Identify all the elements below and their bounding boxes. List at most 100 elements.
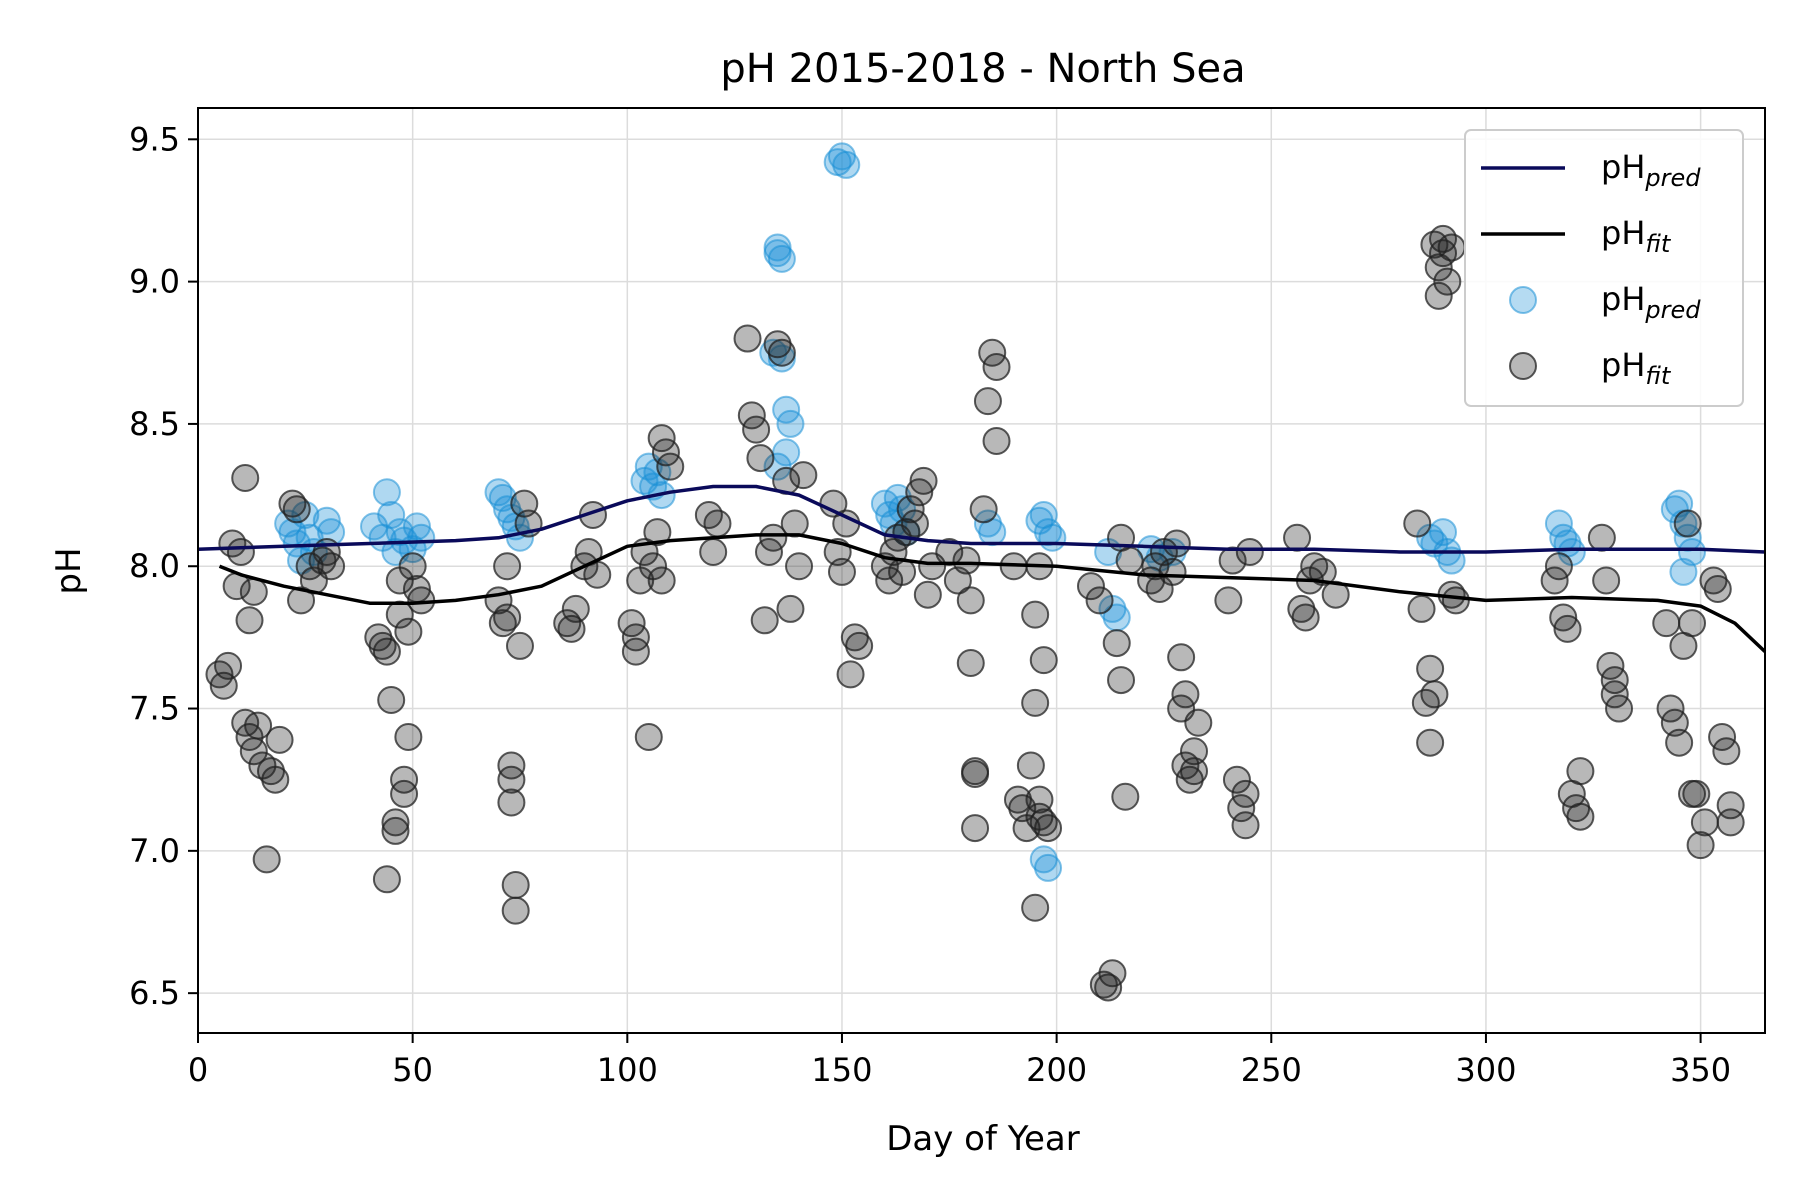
fit-data-point — [1098, 959, 1127, 988]
fit-data-point — [265, 725, 294, 754]
fit-data-point — [501, 896, 530, 925]
line-series — [197, 484, 1767, 653]
fit-data-point — [982, 427, 1011, 455]
fit-data-point — [961, 814, 990, 843]
legend-label-subscript: pred — [1644, 296, 1701, 324]
legend-box — [1464, 129, 1744, 407]
fit-data-point — [1424, 281, 1453, 310]
fit-data-point — [1291, 603, 1320, 632]
fit-data-point — [282, 495, 311, 524]
scatter-pred-series — [274, 142, 1707, 882]
fit-data-point — [634, 723, 663, 751]
fit-data-point — [497, 788, 526, 817]
pred-data-point — [372, 478, 401, 507]
legend-label-base: pH — [1601, 346, 1645, 384]
legend-marker-swatch — [1509, 286, 1537, 314]
fit-data-point — [377, 686, 406, 714]
fit-data-point — [1034, 814, 1063, 843]
fit-data-point — [1016, 751, 1045, 780]
fit-data-point — [214, 651, 243, 680]
fit-data-point — [493, 603, 522, 632]
fit-data-point — [1167, 643, 1196, 672]
fit-data-point — [1214, 586, 1243, 615]
fit-data-point — [1231, 779, 1260, 808]
fit-line — [218, 533, 1767, 653]
fit-data-point — [952, 546, 981, 575]
fit-data-point — [244, 711, 273, 740]
fit-data-point — [1115, 546, 1144, 575]
fit-data-point — [372, 637, 401, 666]
fit-data-point — [913, 580, 942, 609]
pred-data-point — [767, 244, 796, 273]
fit-data-point — [1180, 737, 1209, 766]
fit-data-point — [1403, 509, 1432, 538]
fit-data-point — [836, 660, 865, 689]
pred-data-point — [763, 452, 792, 481]
fit-data-point — [1021, 688, 1050, 717]
fit-data-point — [639, 552, 668, 581]
y-axis-label: pH — [49, 547, 89, 594]
legend-label: pHpred — [1601, 148, 1701, 192]
fit-data-point — [1605, 694, 1634, 723]
y-tick-label: 8.0 — [129, 547, 180, 585]
fit-data-point — [252, 845, 281, 874]
fit-data-point — [1184, 708, 1213, 737]
fit-data-point — [1566, 802, 1595, 831]
y-tick-label: 6.5 — [129, 974, 180, 1012]
x-tick-label: 150 — [811, 1051, 872, 1089]
fit-data-point — [621, 637, 650, 666]
fit-data-point — [381, 808, 410, 837]
fit-data-point — [961, 760, 990, 788]
legend-label-base: pH — [1601, 148, 1645, 186]
fit-data-point — [1222, 765, 1251, 794]
fit-data-point — [956, 586, 985, 615]
fit-data-point — [1566, 757, 1595, 786]
fit-data-point — [1021, 893, 1050, 922]
fit-data-point — [226, 538, 255, 566]
fit-data-point — [1682, 779, 1711, 808]
fit-data-point — [1308, 557, 1337, 586]
fit-data-point — [1158, 557, 1187, 586]
pred-data-point — [1437, 546, 1466, 575]
fit-data-point — [1407, 594, 1436, 623]
x-tick-label: 200 — [1026, 1051, 1087, 1089]
fit-data-point — [1235, 538, 1264, 566]
legend-label-subscript: fit — [1645, 362, 1672, 390]
fit-data-point — [317, 552, 346, 581]
fit-data-point — [776, 594, 805, 623]
fit-data-point — [746, 444, 775, 473]
fit-data-point — [1141, 552, 1170, 581]
fit-data-point — [1690, 808, 1719, 837]
x-axis-ticks: 0 50 100 150 200 250 300 350 — [188, 1033, 1731, 1089]
legend-label-subscript: fit — [1645, 230, 1672, 258]
fit-data-point — [909, 466, 938, 495]
fit-data-point — [239, 577, 268, 606]
fit-data-point — [1712, 737, 1741, 766]
x-tick-label: 300 — [1455, 1051, 1516, 1089]
x-tick-label: 350 — [1670, 1051, 1731, 1089]
chart-title: pH 2015-2018 - North Sea — [720, 46, 1245, 92]
fit-data-point — [742, 415, 771, 444]
fit-data-point — [785, 552, 814, 581]
fit-data-point — [1673, 509, 1702, 538]
fit-data-point — [1107, 666, 1136, 695]
fit-data-point — [261, 765, 290, 794]
fit-data-point — [493, 552, 522, 581]
fit-data-point — [789, 461, 818, 490]
fit-data-point — [750, 606, 779, 635]
fit-data-point — [497, 751, 526, 780]
fit-data-point — [398, 552, 427, 581]
fit-data-point — [501, 871, 530, 899]
fit-data-point — [699, 538, 728, 566]
pred-data-point — [377, 501, 406, 529]
fit-data-point — [956, 649, 985, 677]
fit-data-point — [1686, 831, 1715, 860]
pred-line — [197, 484, 1766, 554]
y-tick-label: 9.0 — [129, 263, 180, 301]
pred-data-point — [1034, 853, 1063, 882]
x-tick-label: 50 — [392, 1051, 433, 1089]
fit-data-point — [1678, 609, 1707, 638]
fit-data-point — [1587, 523, 1616, 552]
fit-data-point — [1076, 572, 1105, 601]
